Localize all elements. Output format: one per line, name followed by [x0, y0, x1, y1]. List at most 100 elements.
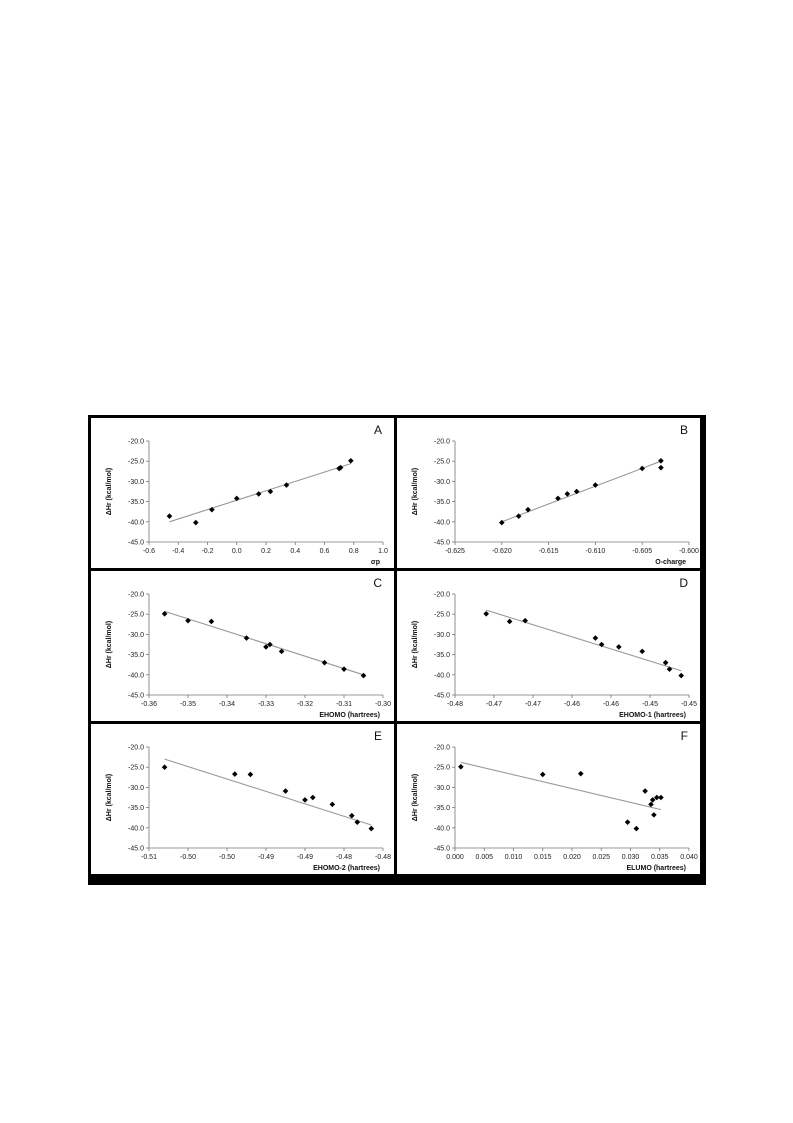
data-point [348, 457, 354, 464]
data-point [282, 788, 289, 794]
panel-label: E [374, 729, 382, 743]
scatter-plot: -20.0 -25.0 -30.0 -35.0 -40.0 -45.0-0.36 -0.35… [106, 576, 391, 719]
x-tick-label: -0.50 [219, 854, 235, 861]
trend-line [164, 758, 372, 826]
panel-label: F [681, 729, 688, 743]
data-point [161, 610, 168, 617]
scatter-plot: -20.0 -25.0 -30.0 -35.0 -40.0 -45.0-0.48 -0.47… [412, 576, 697, 719]
y-tick-label: -35.0 [128, 652, 144, 659]
x-tick-label: 0.020 [563, 854, 581, 861]
x-tick-label: -0.46 [603, 701, 619, 708]
data-point [247, 771, 254, 778]
data-point [161, 764, 168, 770]
data-point [525, 506, 531, 513]
data-point [302, 797, 308, 803]
data-point [678, 672, 684, 679]
y-tick-label: -35.0 [434, 805, 450, 812]
data-point [166, 513, 173, 519]
data-point [522, 617, 528, 624]
y-tick-label: -45.0 [128, 693, 144, 700]
x-tick-label: -0.47 [486, 701, 502, 708]
y-tick-label: -20.0 [434, 592, 450, 599]
x-tick-label: -0.620 [492, 548, 512, 555]
scatter-plot: -20.0 -25.0 -30.0 -35.0 -40.0 -45.00.000 0.005… [412, 729, 698, 872]
panel-label: B [680, 423, 688, 437]
x-tick-label: 0.8 [349, 548, 359, 555]
data-point [633, 825, 640, 832]
trend-line [164, 610, 364, 676]
data-point [263, 644, 269, 650]
x-tick-label: -0.47 [525, 701, 541, 708]
data-point [592, 635, 599, 641]
y-axis-label: ΔHr (kcal/mol) [106, 621, 113, 668]
panel-label: D [679, 576, 688, 590]
x-tick-label: 0.035 [651, 854, 669, 861]
y-tick-label: -40.0 [128, 825, 144, 832]
x-tick-label: -0.625 [445, 548, 465, 555]
chart-panel-c: -20.0 -25.0 -30.0 -35.0 -40.0 -45.0 -0.36 -0.35… [91, 571, 394, 721]
x-tick-label: -0.615 [539, 548, 559, 555]
chart-panel-a: -20.0 -25.0 -30.0 -35.0 -40.0 -45.0 -0.6 -0.4 -0… [91, 418, 394, 568]
data-point [654, 794, 660, 801]
data-point [515, 513, 522, 519]
data-point [243, 635, 250, 641]
data-point [368, 825, 375, 832]
data-point [639, 648, 645, 655]
x-tick-label: 0.005 [475, 854, 493, 861]
y-tick-label: -45.0 [434, 846, 450, 853]
data-point [349, 812, 355, 819]
panel-label: C [373, 576, 382, 590]
data-point [639, 465, 645, 472]
data-point [658, 794, 664, 801]
y-tick-label: -40.0 [128, 519, 144, 526]
data-point [592, 482, 599, 488]
x-tick-label: -0.33 [258, 701, 274, 708]
y-tick-label: -25.0 [128, 765, 144, 772]
trend-line [486, 609, 682, 672]
scatter-plot: -20.0 -25.0 -30.0 -35.0 -40.0 -45.0-0.6 -0.4 -0… [106, 423, 388, 566]
data-point [185, 617, 191, 624]
data-point [666, 666, 673, 672]
data-point [616, 644, 622, 650]
data-point [267, 488, 274, 495]
y-axis-label: ΔHr (kcal/mol) [412, 774, 419, 821]
y-tick-label: -35.0 [434, 499, 450, 506]
chart-panel-b: -20.0 -25.0 -30.0 -35.0 -40.0 -45.0 -0.625 -0.6… [397, 418, 700, 568]
y-tick-label: -20.0 [128, 592, 144, 599]
data-point [662, 659, 669, 666]
y-tick-label: -20.0 [128, 745, 144, 752]
data-point [278, 648, 285, 655]
chart-panel-e: -20.0 -25.0 -30.0 -35.0 -40.0 -45.0 -0.51 -0.50… [91, 724, 394, 874]
data-point [651, 812, 657, 818]
data-point [321, 659, 328, 666]
data-point [310, 794, 316, 801]
data-point [573, 488, 580, 495]
y-tick-label: -45.0 [434, 693, 450, 700]
y-axis-label: ΔHr (kcal/mol) [106, 774, 113, 821]
x-tick-label: -0.48 [375, 854, 391, 861]
y-tick-label: -20.0 [128, 439, 144, 446]
x-tick-label: -0.32 [297, 701, 313, 708]
y-tick-label: -30.0 [128, 479, 144, 486]
y-tick-label: -35.0 [128, 499, 144, 506]
data-point [624, 819, 631, 825]
data-point [642, 788, 648, 794]
figure-frame: -20.0 -25.0 -30.0 -35.0 -40.0 -45.0 -0.6 -0.4 -0… [88, 415, 706, 885]
y-tick-label: -25.0 [128, 612, 144, 619]
data-point [232, 771, 238, 777]
y-axis-label: ΔHr (kcal/mol) [412, 468, 419, 515]
data-point [598, 641, 605, 648]
x-tick-label: -0.48 [336, 854, 352, 861]
x-tick-label: 0.000 [446, 854, 464, 861]
x-tick-label: -0.36 [141, 701, 157, 708]
panel-label: A [374, 423, 382, 437]
y-tick-label: -20.0 [434, 439, 450, 446]
y-tick-label: -40.0 [434, 672, 450, 679]
data-point [658, 457, 664, 464]
x-tick-label: -0.51 [141, 854, 157, 861]
y-tick-label: -45.0 [128, 540, 144, 547]
x-tick-label: -0.605 [632, 548, 652, 555]
data-point [564, 491, 571, 497]
x-tick-label: 0.2 [261, 548, 271, 555]
data-point [648, 801, 654, 808]
